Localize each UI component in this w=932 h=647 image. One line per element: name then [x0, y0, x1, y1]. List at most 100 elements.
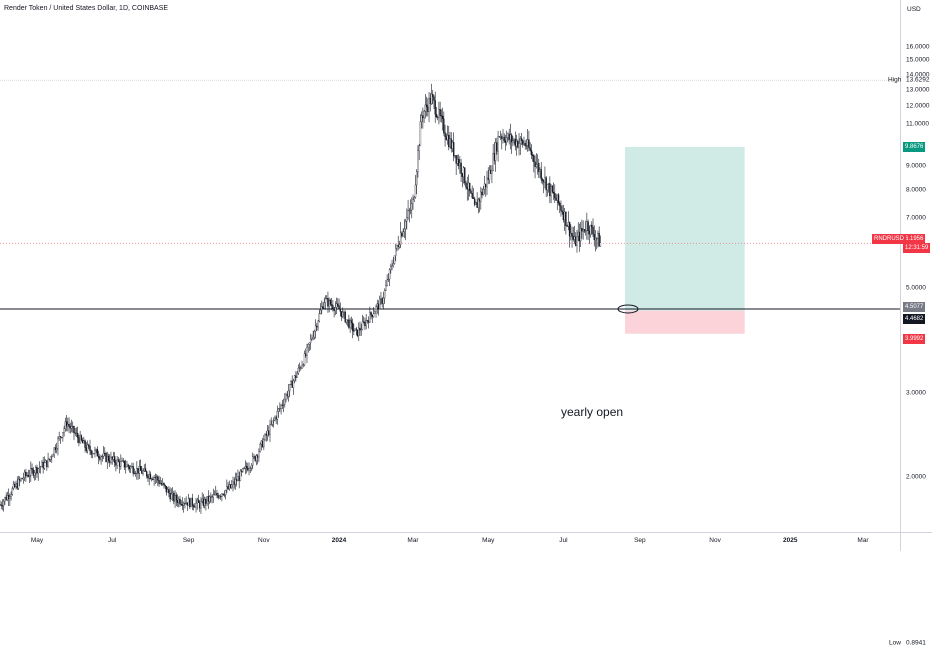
candle-body — [63, 428, 65, 433]
candle-body — [58, 436, 60, 440]
candle-body — [416, 171, 418, 186]
y-tick-label: 13.0000 — [906, 86, 930, 94]
profit-zone — [625, 146, 745, 311]
candle-body — [290, 381, 292, 385]
candle-body — [381, 298, 383, 304]
candle-body — [542, 180, 545, 183]
candle-body — [23, 471, 26, 478]
x-tick-label: Sep — [182, 537, 195, 544]
low-value-label: 0.8941 — [906, 639, 926, 647]
candle-body — [141, 470, 143, 474]
candle-body — [271, 420, 274, 425]
candle-body — [443, 118, 445, 133]
candle-body — [577, 231, 579, 237]
candle-body — [353, 330, 355, 332]
candle-body — [512, 140, 514, 143]
chart-area[interactable]: Render Token / United States Dollar, 1D,… — [0, 0, 900, 644]
candle-body — [231, 484, 233, 488]
candle-body — [7, 495, 10, 499]
candle-body — [419, 121, 422, 147]
candle-body — [371, 314, 374, 317]
price-scale[interactable]: USD 16.0000 15.0000 14.0000 13.0000 12.0000 1… — [900, 0, 932, 647]
candle-body — [261, 440, 264, 448]
candle-body — [163, 482, 165, 486]
candle-body — [213, 494, 216, 496]
candle-body — [95, 449, 97, 451]
candle-body — [224, 490, 227, 495]
candle-body — [10, 494, 12, 497]
candle-body — [563, 211, 566, 221]
candle-body — [498, 136, 501, 138]
candle-body — [570, 233, 572, 237]
candle-body — [32, 469, 34, 476]
candle-body — [504, 140, 507, 143]
candle-body — [201, 498, 203, 502]
candle-body — [269, 424, 271, 435]
candle-body — [153, 477, 155, 480]
candle-body — [554, 193, 556, 199]
price-chart[interactable] — [0, 0, 900, 644]
annotation-ellipse — [617, 304, 639, 314]
candle-body — [406, 217, 408, 222]
candle-body — [96, 449, 99, 457]
candle-body — [546, 184, 549, 191]
candle-body — [454, 155, 456, 157]
yearly-open-annotation[interactable]: yearly open — [561, 405, 624, 419]
candle-body — [322, 306, 324, 309]
candle-body — [292, 380, 295, 388]
candle-body — [210, 496, 212, 498]
candle-body — [584, 230, 587, 232]
scale-corner — [900, 532, 932, 551]
candle-body — [550, 186, 552, 197]
candle-body — [459, 162, 461, 167]
candle-body — [340, 311, 343, 317]
candle-body — [501, 136, 503, 139]
candle-body — [364, 321, 366, 327]
candle-body — [420, 115, 423, 122]
candle-body — [182, 503, 185, 506]
candle-body — [6, 495, 9, 500]
candle-body — [101, 455, 104, 458]
candle-body — [79, 435, 81, 443]
candle-body — [282, 404, 285, 406]
candle-body — [449, 138, 451, 147]
candle-body — [481, 191, 483, 196]
candle-body — [190, 497, 192, 508]
candle-body — [291, 381, 293, 388]
x-tick-label: Jul — [559, 537, 568, 544]
candle-body — [126, 464, 128, 468]
candle-body — [424, 104, 427, 112]
candle-body — [129, 466, 132, 469]
candle-body — [199, 502, 201, 509]
candle-body — [327, 298, 329, 307]
candle-body — [472, 197, 475, 199]
candle-body — [519, 138, 521, 144]
candle-body — [121, 460, 123, 462]
target-price-badge: 9.8676 — [903, 141, 926, 152]
candle-body — [581, 228, 583, 232]
candle-body — [59, 436, 62, 438]
candle-body — [497, 136, 499, 152]
candle-body — [109, 460, 111, 463]
symbol-badge: RNDRUSD — [872, 234, 906, 245]
candle-body — [425, 104, 428, 108]
candle-body — [438, 109, 440, 118]
candle-body — [393, 255, 396, 264]
time-scale[interactable]: May Jul Sep Nov 2024 Mar May Jul Sep Nov 2025 Mar — [0, 532, 900, 551]
candle-body — [556, 194, 558, 201]
candle-body — [339, 309, 341, 312]
candle-body — [576, 236, 578, 246]
candle-body — [510, 134, 513, 143]
last-price-badge: 6.1956 — [903, 234, 926, 245]
candle-body — [375, 306, 377, 312]
candle-body — [376, 303, 378, 307]
candle-body — [377, 303, 380, 309]
candle-body — [86, 444, 89, 451]
candle-body — [226, 486, 228, 491]
candle-body — [111, 456, 113, 460]
candle-body — [174, 495, 176, 502]
candle-body — [0, 504, 2, 506]
candle-body — [423, 111, 425, 118]
candle-body — [418, 145, 420, 151]
candle-body — [136, 468, 138, 474]
